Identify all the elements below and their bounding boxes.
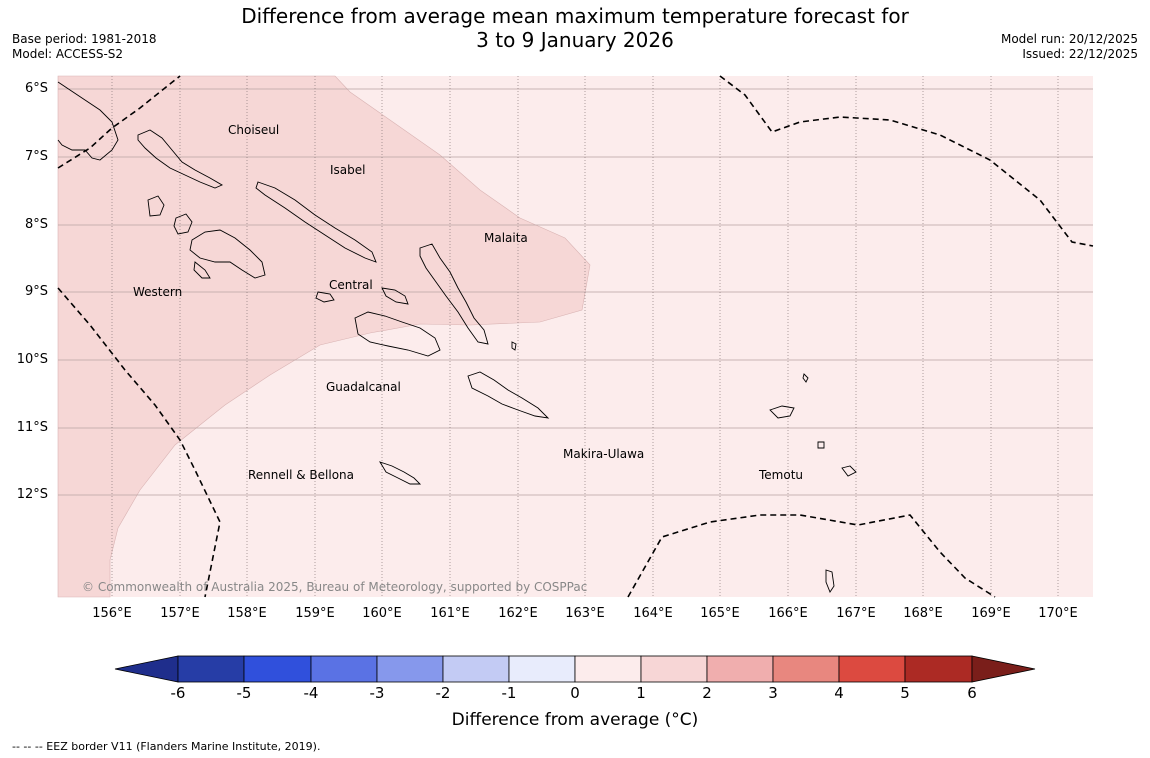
island-new-georgia — [189, 229, 266, 279]
island-bougainville — [57, 81, 119, 161]
island-russell — [315, 291, 335, 303]
cb-arrow-high — [971, 655, 1036, 683]
eez-borders — [57, 75, 1094, 598]
cb-seg — [904, 655, 973, 683]
lat-label: 9°S — [24, 284, 48, 299]
lon-label: 160°E — [362, 606, 402, 621]
lat-label: 11°S — [16, 420, 48, 435]
lat-label: 12°S — [16, 487, 48, 502]
cb-seg — [640, 655, 708, 683]
eez-border-east — [719, 75, 1094, 247]
lon-label: 167°E — [836, 606, 876, 621]
lon-label: 161°E — [430, 606, 470, 621]
eez-border-west — [57, 287, 221, 598]
cb-seg — [376, 655, 444, 683]
cb-tick: -4 — [303, 684, 319, 702]
cb-seg — [706, 655, 774, 683]
region-label-rennell-bellona: Rennell & Bellona — [248, 468, 355, 482]
island-vanikoro — [817, 441, 825, 449]
region-label-temotu: Temotu — [759, 468, 804, 482]
cb-tick: -1 — [501, 684, 517, 702]
island-choiseul — [137, 129, 223, 189]
title-line-1: Difference from average mean maximum tem… — [241, 4, 909, 28]
model-name: Model: ACCESS-S2 — [12, 47, 124, 61]
island-tikopia — [825, 569, 835, 593]
islands — [57, 81, 857, 593]
island-vella-lavella — [173, 213, 193, 235]
cb-arrow-low — [114, 655, 179, 683]
cb-tick: 1 — [636, 684, 646, 702]
cb-tick: -2 — [435, 684, 451, 702]
island-florida — [381, 287, 409, 305]
lon-label: 170°E — [1038, 606, 1078, 621]
map-title: Difference from average mean maximum tem… — [0, 4, 1150, 52]
lon-label: 164°E — [633, 606, 673, 621]
cb-tick: -3 — [369, 684, 385, 702]
meta-left: Base period: 1981-2018 Model: ACCESS-S2 — [12, 32, 157, 62]
title-line-2: 3 to 9 January 2026 — [476, 28, 674, 52]
lat-label: 8°S — [24, 217, 48, 232]
cb-tick: 0 — [570, 684, 580, 702]
meta-right: Model run: 20/12/2025 Issued: 22/12/2025 — [1001, 32, 1138, 62]
lon-label: 166°E — [768, 606, 808, 621]
region-label-central: Central — [329, 278, 373, 292]
island-malaita — [419, 243, 489, 345]
lon-label: 165°E — [700, 606, 740, 621]
cb-seg — [243, 655, 312, 683]
lat-label: 6°S — [24, 81, 48, 96]
cb-tick: 4 — [834, 684, 844, 702]
lon-label: 163°E — [565, 606, 605, 621]
colorbar-title: Difference from average (°C) — [451, 710, 699, 730]
island-rendova — [193, 261, 211, 279]
cb-seg — [442, 655, 510, 683]
cb-seg — [177, 655, 245, 683]
region-label-guadalcanal: Guadalcanal — [326, 380, 401, 394]
cb-seg — [310, 655, 378, 683]
lon-label: 169°E — [971, 606, 1011, 621]
region-label-isabel: Isabel — [330, 163, 366, 177]
region-label-western: Western — [133, 285, 183, 299]
cb-tick: -5 — [236, 684, 252, 702]
copyright-notice: © Commonwealth of Australia 2025, Bureau… — [82, 580, 588, 594]
island-rennell — [378, 461, 422, 485]
cb-tick: 2 — [702, 684, 712, 702]
cb-tick: 6 — [967, 684, 977, 702]
region-label-malaita: Malaita — [484, 231, 528, 245]
cb-tick: -6 — [170, 684, 186, 702]
lon-label: 162°E — [498, 606, 538, 621]
lat-label: 10°S — [16, 352, 48, 367]
island-reef — [802, 373, 809, 383]
cb-seg — [838, 655, 906, 683]
island-small-malaita — [511, 341, 517, 351]
island-makira — [467, 371, 550, 419]
lat-gridlines — [58, 88, 1093, 496]
cb-tick: 3 — [768, 684, 778, 702]
region-label-choiseul: Choiseul — [228, 123, 280, 137]
lat-label: 7°S — [24, 149, 48, 164]
colorbar — [114, 655, 1036, 683]
lon-label: 168°E — [903, 606, 943, 621]
cb-tick: 5 — [900, 684, 910, 702]
eez-border-south-east — [627, 514, 996, 598]
model-run: Model run: 20/12/2025 — [1000, 32, 1138, 46]
lon-label: 158°E — [227, 606, 267, 621]
cb-seg — [508, 655, 576, 683]
lon-label: 156°E — [92, 606, 132, 621]
island-santa-cruz — [769, 405, 795, 419]
island-utupua — [841, 465, 857, 477]
cb-seg — [574, 655, 642, 683]
lon-label: 159°E — [295, 606, 335, 621]
eez-border-north-west — [57, 75, 181, 169]
region-label-makira-ulawa: Makira-Ulawa — [563, 447, 645, 461]
issued-date: Issued: 22/12/2025 — [1022, 47, 1138, 61]
island-isabel — [255, 181, 377, 263]
lon-label: 157°E — [160, 606, 200, 621]
cb-seg — [772, 655, 840, 683]
base-period: Base period: 1981-2018 — [12, 32, 157, 46]
island-kolombangara — [147, 195, 165, 217]
anomaly-region-1-2 — [57, 75, 591, 598]
footer-legend: -- -- -- EEZ border V11 (Flanders Marine… — [12, 740, 321, 753]
island-guadalcanal — [354, 311, 441, 357]
